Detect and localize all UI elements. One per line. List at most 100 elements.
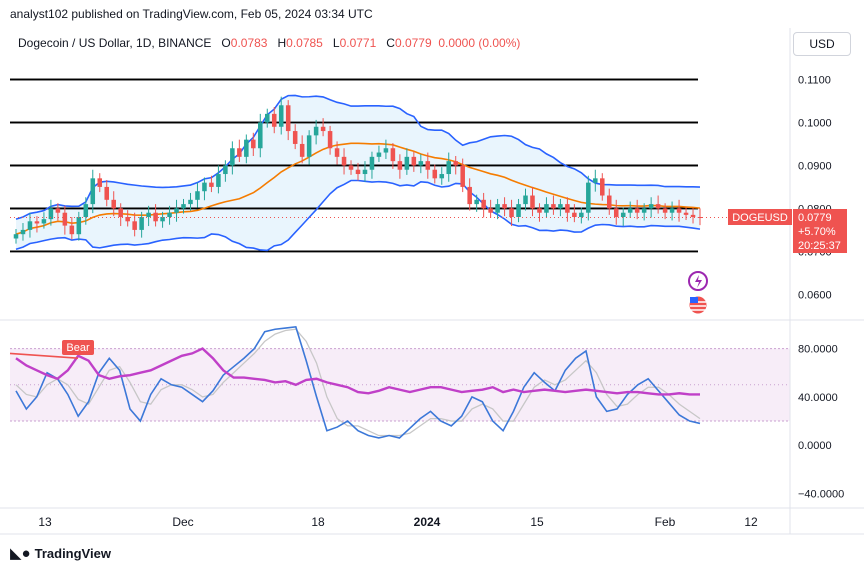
bear-badge-bg	[62, 340, 94, 355]
candle-body	[132, 221, 137, 230]
candle-body	[383, 148, 389, 153]
candle-body	[425, 161, 431, 170]
bear-badge-label: Bear	[66, 342, 90, 354]
candle-body	[488, 208, 493, 213]
candle-body	[697, 217, 703, 219]
price-tag-box	[793, 209, 847, 253]
candle-body	[264, 113, 270, 123]
candle-body	[523, 195, 528, 205]
candle-body	[174, 208, 179, 213]
candle-body	[509, 208, 514, 218]
candle-body	[600, 178, 605, 196]
time-axis-tick-label: Feb	[655, 515, 676, 529]
candle-body	[146, 212, 151, 218]
candle-body	[418, 161, 424, 166]
candle-body	[669, 208, 675, 213]
candle-body	[572, 212, 577, 218]
rsi-bear-badge: Bear	[62, 340, 94, 355]
candle-body	[111, 199, 116, 209]
bollinger-band-fill	[16, 95, 700, 251]
candle-body	[334, 148, 340, 157]
oscillator-axis-tick-label: 0.0000	[798, 440, 832, 452]
price-tag-countdown: 20:25:37	[798, 240, 841, 252]
candle-body	[446, 161, 452, 175]
time-axis-tick-label: 13	[38, 515, 52, 529]
footer-brand-label: TradingView	[34, 545, 111, 561]
publisher-line: analyst102 published on TradingView.com,…	[10, 7, 373, 21]
candle-body	[244, 139, 249, 157]
symbol-title[interactable]: Dogecoin / US Dollar, 1D, BINANCE	[18, 36, 212, 50]
candle-body	[516, 204, 521, 218]
price-axis-tick-label: 0.1100	[798, 74, 831, 86]
time-axis-tick-label: Dec	[172, 515, 193, 529]
currency-button[interactable]: USD	[793, 32, 851, 56]
candle-body	[188, 199, 193, 205]
candle-body	[48, 208, 54, 220]
price-axis-tick-label: 0.0600	[798, 289, 832, 301]
price-axis-tick-label: 0.0900	[798, 160, 832, 172]
tradingview-logo-icon: ◣●	[10, 545, 31, 562]
candle-body	[502, 204, 507, 209]
price-tag-price: 0.0779	[798, 212, 832, 224]
candle-body	[348, 165, 354, 170]
open-label: O	[221, 36, 231, 50]
event-icons	[688, 271, 708, 315]
time-axis-tick-label: 18	[311, 515, 325, 529]
lightning-icon[interactable]	[688, 271, 708, 291]
candle-body	[683, 212, 689, 215]
bear-divergence-line	[9, 352, 79, 360]
candle-body	[655, 204, 661, 209]
candle-body	[355, 169, 361, 175]
candle-body	[586, 182, 591, 213]
candle-body	[41, 219, 47, 224]
candle-body	[662, 208, 668, 213]
candle-body	[278, 105, 284, 127]
axes: 0.1100 0.1000 0.0900 0.0800 0.0700 0.0600 80.0…	[0, 28, 864, 535]
candle-body	[83, 204, 89, 218]
candle-body	[369, 156, 375, 170]
flag-canton	[690, 297, 698, 303]
candle-body	[34, 221, 40, 224]
candle-body	[544, 204, 549, 213]
oscillator-axis-tick-label: 80.0000	[798, 344, 838, 356]
candle-body	[237, 148, 242, 157]
candle-body	[474, 199, 479, 205]
high-value: 0.0785	[286, 36, 323, 50]
candle-body	[62, 212, 68, 226]
candle-body	[90, 178, 96, 205]
low-value: 0.0771	[339, 36, 377, 50]
candle-body	[209, 182, 214, 187]
price-tag-symbol-bg	[728, 209, 792, 225]
footer-brand[interactable]: ◣● TradingView	[10, 544, 111, 562]
candle-body	[69, 225, 75, 235]
candle-body	[230, 148, 235, 166]
candle-body	[579, 212, 584, 218]
rsi-zone-fill	[10, 348, 790, 422]
price-tag: DOGEUSD 0.0779 +5.70% 20:25:37	[728, 209, 847, 253]
candle-body	[76, 217, 82, 235]
us-flag-icon[interactable]	[688, 295, 708, 315]
candle-body	[258, 122, 263, 149]
candle-body	[676, 208, 682, 213]
candle-body	[27, 221, 33, 230]
candle-body	[55, 208, 61, 213]
oscillator-axis-tick-label: 40.0000	[798, 392, 838, 404]
rsi-line	[15, 347, 700, 396]
price-axis-tick-label: 0.0700	[798, 246, 832, 258]
candle-body	[411, 156, 417, 166]
bollinger-upper-line	[15, 94, 701, 220]
candle-body	[648, 204, 654, 209]
candle-body	[125, 217, 130, 222]
low-label: L	[332, 36, 340, 50]
close-label: C	[386, 36, 395, 50]
candle-body	[327, 131, 333, 149]
candle-body	[537, 208, 542, 213]
candle-body	[390, 148, 396, 162]
candle-body	[195, 191, 200, 200]
candle-body	[634, 208, 640, 213]
bollinger-lower-line	[15, 179, 701, 252]
candle-body	[223, 165, 228, 175]
candle-body	[313, 126, 319, 136]
candle-body	[362, 169, 368, 175]
